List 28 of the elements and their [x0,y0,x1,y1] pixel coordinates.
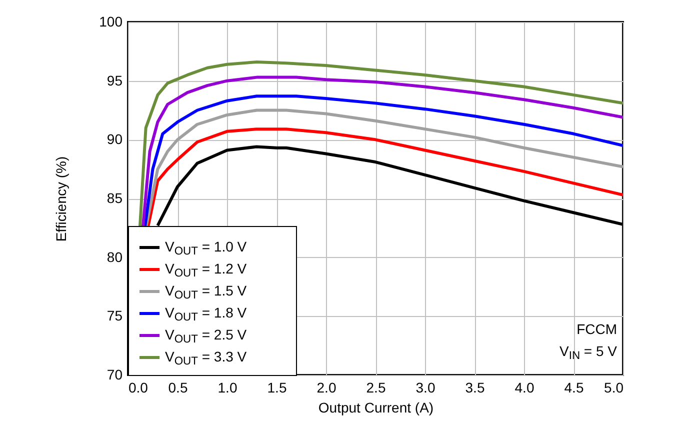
legend-label: V$_{OUT}$ = 2.5 V [165,326,248,346]
x-tick-label: 3.0 [416,380,436,396]
x-tick-label: 0.0 [128,380,148,396]
y-axis-title: Efficiency (%) [53,156,70,242]
x-tick-label: 1.5 [267,380,287,396]
x-tick-label: 2.5 [366,380,386,396]
x-tick-label: 2.0 [316,380,336,396]
legend-label: V$_{OUT}$ = 3.3 V [165,348,248,368]
legend-label: V$_{OUT}$ = 1.0 V [165,238,248,258]
x-tick-label: 5.0 [604,380,624,396]
legend-label: V$_{OUT}$ = 1.5 V [165,282,248,302]
y-tick-label: 95 [106,72,123,88]
y-tick-label: 85 [106,190,123,206]
x-axis-title: Output Current (A) [318,400,434,416]
legend-label: V$_{OUT}$ = 1.2 V [165,260,248,280]
y-tick-label: 70 [106,366,123,382]
x-tick-label: 0.5 [168,380,188,396]
x-tick-label: 1.0 [218,380,238,396]
y-tick-label: 100 [99,14,123,30]
y-tick-label: 75 [106,308,123,324]
x-tick-label: 4.0 [514,380,534,396]
annotation: FCCM [576,321,617,337]
x-tick-label: 3.5 [465,380,485,396]
x-tick-label: 4.5 [564,380,584,396]
y-tick-label: 80 [106,248,123,265]
legend-label: V$_{OUT}$ = 1.8 V [165,304,248,324]
y-tick-label: 90 [106,131,123,148]
annotation: V$_{IN}$ = 5 V [560,343,618,362]
